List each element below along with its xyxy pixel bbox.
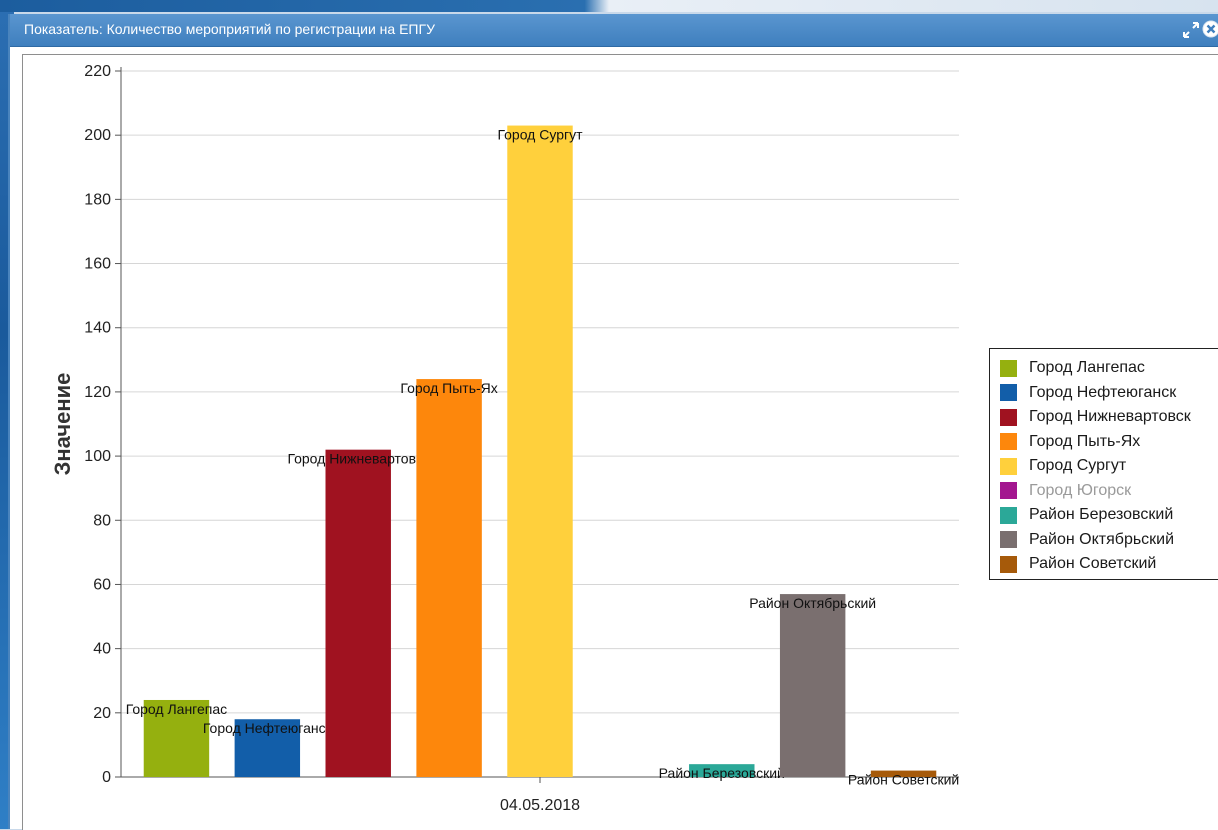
y-tick-label: 0 <box>102 769 111 786</box>
legend-label: Город Пыть-Ях <box>1029 432 1141 450</box>
legend-item[interactable]: Район Советский <box>1000 554 1218 574</box>
bar-label-3: Город Пыть-Ях <box>400 380 497 396</box>
legend-label: Город Нефтеюганск <box>1029 383 1177 401</box>
y-tick-label: 80 <box>93 512 111 529</box>
legend-label: Район Березовский <box>1029 506 1174 523</box>
legend-label: Город Нижневартовск <box>1029 408 1191 425</box>
legend-swatch <box>1000 408 1017 426</box>
background-top-strip <box>0 0 1218 12</box>
indicator-window: Показатель: Количество мероприятий по ре… <box>8 14 1218 830</box>
bar-label-6: Район Березовский <box>659 765 785 781</box>
y-axis-label: Значение <box>50 373 75 476</box>
y-tick-label: 220 <box>84 63 111 80</box>
legend-label: Город Югорск <box>1029 481 1132 499</box>
y-tick-label: 100 <box>84 448 111 465</box>
legend-item[interactable]: Город Нефтеюганск <box>1000 383 1218 403</box>
chart-legend: Город Лангепас Город Нефтеюганск Город Ниж… <box>989 348 1218 580</box>
legend-swatch <box>1000 433 1017 450</box>
y-tick-label: 40 <box>93 641 111 658</box>
window-title: Показатель: Количество мероприятий по ре… <box>24 21 435 37</box>
bar-chart: 0 20 40 60 80 100 120 140 160 180 200 220 Значение 04… <box>50 63 959 814</box>
legend-swatch <box>1000 482 1017 499</box>
y-tick-label: 120 <box>84 384 111 401</box>
bar-7 <box>779 594 846 777</box>
bar-0 <box>143 699 210 777</box>
legend-label: Город Сургут <box>1029 457 1127 474</box>
bar-label-2: Город Нижневартовск <box>287 451 429 467</box>
legend-item[interactable]: Город Сургут <box>1000 456 1218 476</box>
legend-swatch <box>1000 531 1017 548</box>
maximize-icon[interactable] <box>1182 21 1200 39</box>
close-icon[interactable] <box>1202 20 1218 38</box>
chart-panel: 0 20 40 60 80 100 120 140 160 180 200 220 Значение 04… <box>22 54 1218 830</box>
legend-label: Район Советский <box>1029 555 1157 572</box>
bar-label-0: Город Лангепас <box>126 701 227 717</box>
legend-swatch <box>1000 457 1017 475</box>
y-tick-label: 180 <box>84 191 111 208</box>
bar-label-7: Район Октябрьский <box>749 595 876 611</box>
bar-label-1: Город Нефтеюганск <box>203 720 333 736</box>
window-titlebar: Показатель: Количество мероприятий по ре… <box>10 14 1218 47</box>
bar-6 <box>689 764 755 777</box>
legend-swatch <box>1000 384 1017 401</box>
bar-1 <box>234 719 301 777</box>
y-tick-label: 20 <box>93 705 111 722</box>
y-tick-label: 140 <box>84 320 111 337</box>
legend-item[interactable]: Район Березовский <box>1000 505 1218 525</box>
bar-4 <box>507 125 573 777</box>
y-tick-label: 200 <box>84 127 111 144</box>
bar-label-8: Район Советский <box>848 772 959 788</box>
legend-item[interactable]: Город Нижневартовск <box>1000 407 1218 427</box>
legend-item[interactable]: Город Пыть-Ях <box>1000 432 1218 452</box>
legend-label: Район Октябрьский <box>1029 530 1175 548</box>
x-tick-label: 04.05.2018 <box>500 797 580 814</box>
bar-8 <box>870 770 937 777</box>
y-tick-label: 60 <box>93 576 111 593</box>
bar-label-4: Город Сургут <box>497 127 583 143</box>
legend-swatch <box>1000 359 1017 377</box>
bar-3 <box>416 379 482 777</box>
legend-item[interactable]: Город Лангепас <box>1000 358 1218 378</box>
legend-item[interactable]: Район Октябрьский <box>1000 530 1218 550</box>
legend-item[interactable]: Город Югорск <box>1000 481 1218 501</box>
y-tick-label: 160 <box>84 256 111 273</box>
legend-label: Город Лангепас <box>1029 359 1145 376</box>
legend-swatch <box>1000 555 1017 573</box>
bar-2 <box>325 449 391 777</box>
legend-swatch <box>1000 506 1017 524</box>
